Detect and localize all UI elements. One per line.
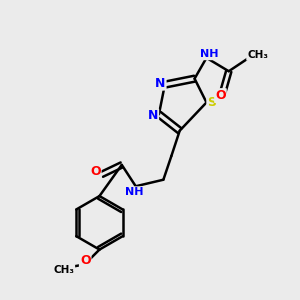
Text: N: N bbox=[148, 109, 158, 122]
Text: CH₃: CH₃ bbox=[53, 266, 74, 275]
Text: O: O bbox=[90, 166, 101, 178]
Text: CH₃: CH₃ bbox=[247, 50, 268, 60]
Text: S: S bbox=[207, 96, 216, 109]
Text: O: O bbox=[215, 89, 226, 102]
Text: NH: NH bbox=[200, 49, 218, 59]
Text: N: N bbox=[155, 76, 166, 90]
Text: NH: NH bbox=[125, 187, 143, 197]
Text: O: O bbox=[80, 254, 91, 267]
